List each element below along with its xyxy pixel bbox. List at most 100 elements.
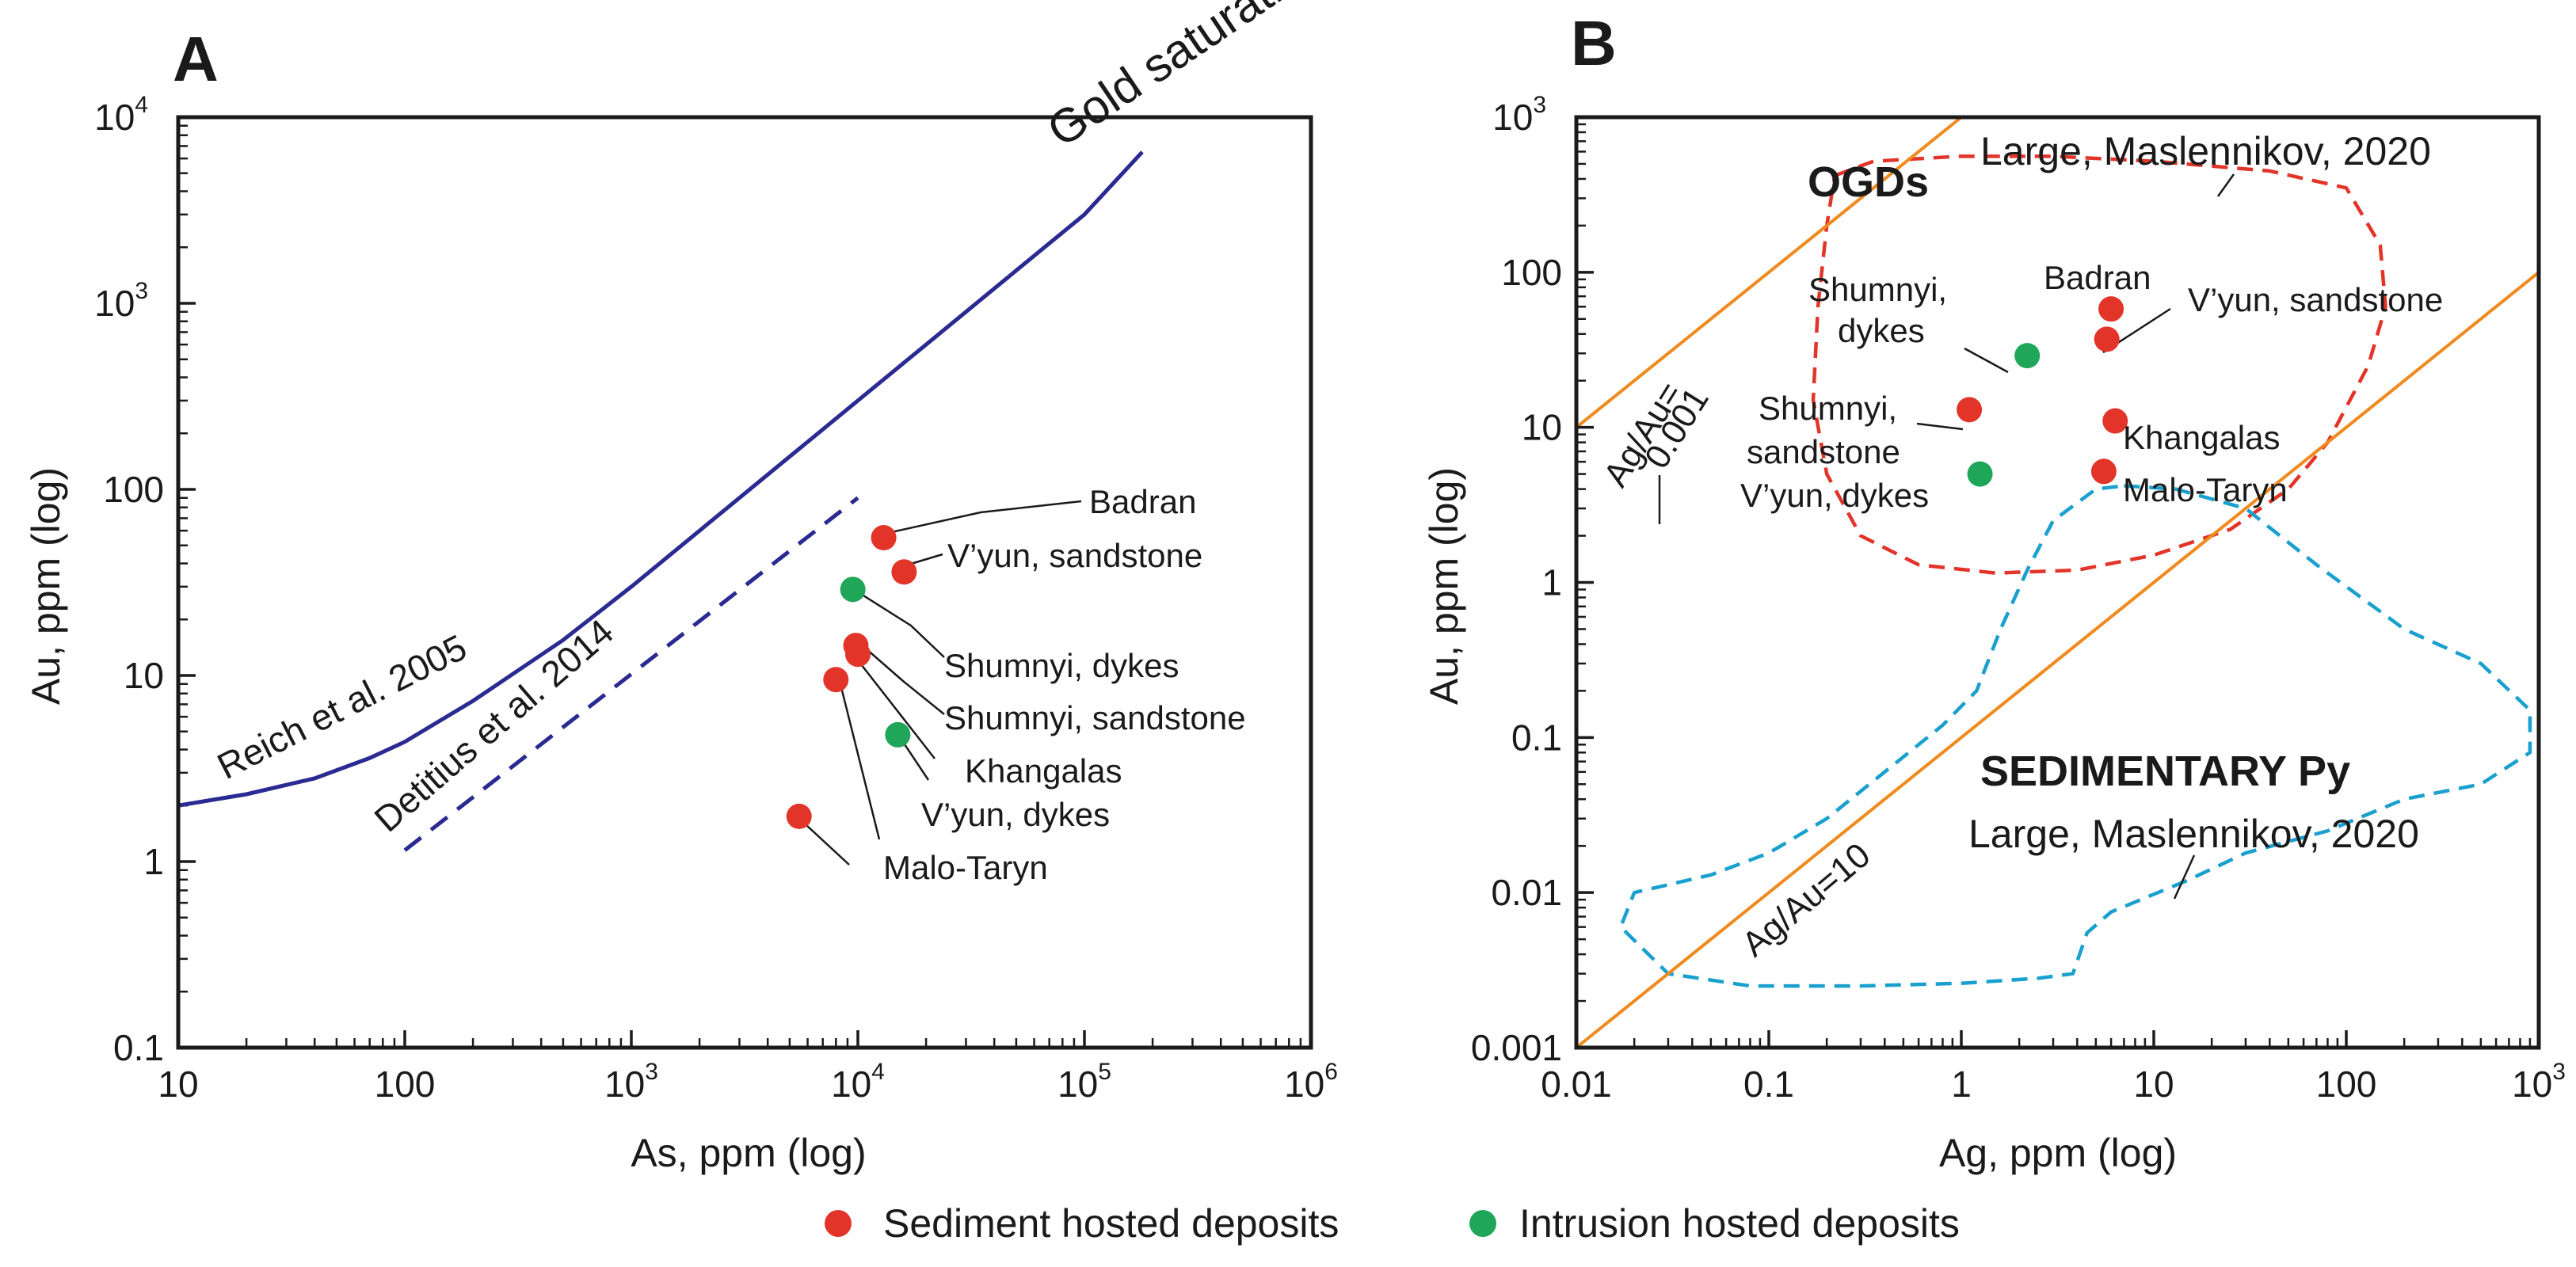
panel-b-x-tick-label: 0.01: [1541, 1063, 1612, 1105]
panel-b-y-tick-label: 0.1: [1511, 717, 1562, 758]
panel-a-point-v-yun-sandstone: [891, 559, 917, 585]
ogds-source-label: Large, Maslennikov, 2020: [1980, 129, 2431, 173]
panel-b-fields: [1618, 154, 2532, 988]
panel-a-y-tick-label: 0.1: [113, 1027, 164, 1068]
panel-a-ticks: 10 100 103 104 105 106 0.1 1 10 100 103 104: [94, 92, 1338, 1105]
leader-shumnyi-sandstone-a: [859, 642, 945, 715]
label-vyun-dykes-a: V’yun, dykes: [921, 796, 1110, 833]
panel-a-y-tick-label: 10: [124, 655, 164, 696]
panel-a-letter: A: [173, 24, 219, 94]
panel-a-y-tick-label: 103: [94, 278, 148, 324]
sedimentary-py-field-outline: [1618, 484, 2532, 988]
panel-b-point-khangalas: [2102, 408, 2128, 434]
panel-b-y-tick-label: 100: [1501, 252, 1562, 293]
panel-b-ratio-lines: [1575, 116, 2540, 1049]
legend: Sediment hosted deposits Intrusion hoste…: [825, 1201, 1960, 1246]
panel-a-point-badran: [871, 525, 897, 551]
leader-vyun-dykes-a: [901, 741, 930, 781]
ogds-field-label: OGDs: [1808, 158, 1929, 206]
sedimentary-py-source-label: Large, Maslennikov, 2020: [1968, 812, 2419, 856]
ogds-field-outline: [1811, 154, 2387, 575]
panel-b-x-tick-label: 0.1: [1743, 1063, 1794, 1105]
panel-a-point-khangalas: [845, 641, 871, 668]
panel-b-y-tick-label: 0.001: [1471, 1027, 1562, 1068]
panel-a-x-tick-label: 10: [158, 1063, 198, 1105]
legend-intrusion-marker: [1469, 1210, 1496, 1237]
panel-a-frame: [176, 115, 1313, 1050]
label-khangalas-a: Khangalas: [965, 752, 1122, 789]
panel-b-y-tick-label: 1: [1541, 562, 1562, 603]
label-shumnyi-dykes-b-2: dykes: [1838, 312, 1925, 349]
detitius-2014-line: [403, 496, 859, 852]
label-badran-b: Badran: [2044, 259, 2151, 296]
panel-b-point-malo-taryn: [2090, 458, 2117, 485]
label-vyun-sandstone-b: V’yun, sandstone: [2188, 281, 2443, 318]
panel-b-y-tick-label: 103: [1492, 92, 1546, 138]
panel-b-leaders: [1916, 307, 2171, 431]
panel-a-points: [786, 525, 917, 829]
label-vyun-dykes-b: V’yun, dykes: [1740, 477, 1929, 514]
panel-b-frame: [1574, 115, 2541, 1050]
leader-shumnyi-sandstone-b: [1916, 422, 1964, 431]
label-malo-taryn-a: Malo-Taryn: [883, 849, 1048, 886]
leader-shumnyi-dykes-a: [856, 590, 945, 658]
panel-b-point-shumnyi-sandstone: [1957, 397, 1983, 423]
panel-a-y-tick-label: 104: [94, 92, 148, 138]
label-badran-a: Badran: [1089, 483, 1196, 520]
panel-a-point-shumnyi-dykes: [840, 576, 866, 603]
label-vyun-sandstone-a: V’yun, sandstone: [947, 537, 1202, 574]
panel-b-x-tick-label: 103: [2512, 1059, 2566, 1105]
leader-shumnyi-dykes-b: [1964, 347, 2009, 374]
panel-b-x-tick-label: 10: [2133, 1063, 2174, 1105]
panel-b-point-v-yun-dykes: [1967, 461, 1993, 487]
label-shumnyi-sandstone-b-2: sandstone: [1747, 433, 1900, 470]
panel-a-x-tick-label: 104: [831, 1059, 885, 1105]
panel-b-x-tick-label: 1: [1951, 1063, 1972, 1105]
panel-a-lines: [177, 150, 1144, 852]
panel-a: 10 100 103 104 105 106 0.1 1 10 100 103 104 Gold sa…: [24, 0, 1338, 1175]
leader-ogds-source: [2216, 173, 2235, 197]
label-shumnyi-sandstone-b-1: Shumnyi,: [1759, 390, 1897, 427]
label-malo-taryn-b: Malo-Taryn: [2123, 471, 2288, 508]
leader-sed-source: [2173, 854, 2196, 900]
label-shumnyi-sandstone-a: Shumnyi, sandstone: [944, 699, 1246, 736]
panel-b-point-badran: [2098, 296, 2124, 322]
panel-a-point-v-yun-dykes: [885, 721, 911, 748]
leader-malo-taryn-a1: [838, 680, 881, 840]
legend-sediment-marker: [825, 1210, 852, 1237]
label-khangalas-b: Khangalas: [2123, 419, 2281, 456]
panel-b-letter: B: [1571, 8, 1617, 78]
label-shumnyi-dykes-b-1: Shumnyi,: [1808, 271, 1947, 308]
legend-intrusion-label: Intrusion hosted deposits: [1519, 1201, 1960, 1246]
panel-a-y-tick-label: 1: [143, 841, 164, 882]
panel-a-x-tick-label: 100: [375, 1063, 436, 1105]
panel-a-x-tick-label: 103: [604, 1059, 658, 1105]
ratio-line-label-10: Ag/Au=10: [1735, 835, 1877, 965]
ratio-line-10: [1575, 271, 2540, 1049]
panel-a-y-label: Au, ppm (log): [24, 467, 68, 705]
panel-b-y-tick-label: 10: [1522, 407, 1562, 448]
panel-b-x-tick-label: 100: [2316, 1063, 2377, 1105]
gold-saturation-label: Gold saturation: [1038, 0, 1335, 157]
leader-badran-a: [880, 500, 1082, 536]
panel-b-point-v-yun-sandstone: [2094, 326, 2120, 352]
label-shumnyi-dykes-a: Shumnyi, dykes: [944, 647, 1179, 684]
panel-a-x-tick-label: 105: [1057, 1059, 1111, 1105]
reich-2005-curve: [177, 150, 1144, 808]
panel-a-y-tick-label: 100: [103, 469, 164, 510]
panel-b-points: [1957, 296, 2128, 487]
panel-b-y-label: Au, ppm (log): [1422, 467, 1466, 705]
detitius-line-label: Detitius et al. 2014: [366, 611, 621, 839]
panel-a-x-label: As, ppm (log): [631, 1131, 866, 1175]
panel-a-x-tick-label: 106: [1284, 1059, 1338, 1105]
panel-a-point-malo-taryn: [823, 667, 849, 693]
panel-a-point-malo-taryn: [786, 803, 812, 829]
leader-khangalas-a: [855, 656, 936, 759]
ratio-line-0-001: [1575, 116, 1963, 429]
panel-b-x-label: Ag, ppm (log): [1939, 1131, 2177, 1175]
legend-sediment-label: Sediment hosted deposits: [883, 1201, 1339, 1246]
panel-b-y-tick-label: 0.01: [1491, 872, 1562, 913]
